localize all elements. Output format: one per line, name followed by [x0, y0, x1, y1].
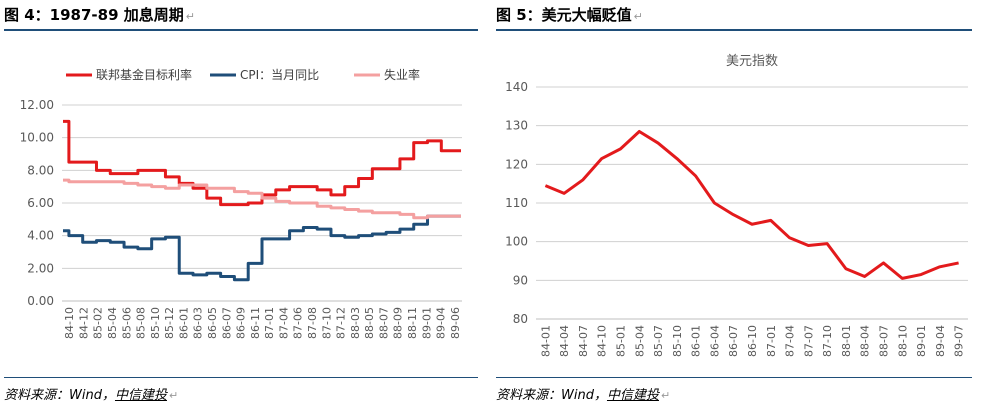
return-mark: ↵ — [168, 389, 179, 402]
x-tick-label: 85-12 — [163, 307, 176, 339]
left-top-rule — [4, 29, 478, 31]
x-tick-label: 85-08 — [135, 307, 148, 339]
x-tick-label: 89-07 — [953, 325, 966, 357]
x-tick-label: 86-04 — [708, 325, 721, 357]
x-tick-label: 87-08 — [306, 307, 319, 339]
y-tick-label: 8.00 — [27, 163, 54, 177]
x-tick-label: 86-01 — [177, 307, 190, 339]
x-tick-label: 86-11 — [249, 307, 262, 339]
right-top-rule — [496, 29, 972, 31]
x-tick-label: 87-04 — [784, 325, 797, 357]
series-line-2 — [63, 214, 461, 282]
y-tick-label: 110 — [505, 196, 528, 210]
x-tick-label: 89-04 — [435, 307, 448, 339]
x-tick-label: 87-04 — [277, 307, 290, 339]
x-tick-label: 88-07 — [877, 325, 890, 357]
x-tick-label: 84-12 — [77, 307, 90, 339]
x-tick-label: 84-07 — [577, 325, 590, 357]
x-tick-label: 84-01 — [539, 325, 552, 357]
x-tick-label: 88-09 — [392, 307, 405, 339]
y-tick-label: 12.00 — [20, 98, 54, 112]
x-tick-label: 85-01 — [615, 325, 628, 357]
x-tick-label: 87-12 — [335, 307, 348, 339]
x-tick-label: 87-01 — [765, 325, 778, 357]
legend-label: 联邦基金目标利率 — [96, 67, 192, 82]
left-bottom-rule — [4, 377, 478, 378]
x-tick-label: 86-07 — [727, 325, 740, 357]
x-tick-label: 85-06 — [120, 307, 133, 339]
series-line-1 — [544, 129, 959, 280]
x-tick-label: 85-02 — [92, 307, 105, 339]
y-tick-label: 80 — [513, 312, 528, 326]
x-tick-label: 88-07 — [377, 307, 390, 339]
y-tick-label: 130 — [505, 119, 528, 133]
x-tick-label: 86-05 — [206, 307, 219, 339]
right-line-chart: 80 90 100 110 120 130 140 84-01 84-04 84-07 84-10 8… — [505, 54, 968, 357]
x-tick-label: 88-10 — [896, 325, 909, 357]
y-tick-label: 0.00 — [27, 294, 54, 308]
x-tick-label: 87-01 — [263, 307, 276, 339]
x-tick-label: 84-10 — [596, 325, 609, 357]
return-mark: ↵ — [633, 10, 643, 23]
x-tick-label: 89-06 — [449, 307, 462, 339]
x-tick-label: 85-04 — [106, 307, 119, 339]
x-tick-label: 88-11 — [406, 307, 419, 339]
x-tick-label: 88-04 — [859, 325, 872, 357]
return-mark: ↵ — [185, 10, 195, 23]
x-tick-label: 84-04 — [558, 325, 571, 357]
x-tick-label: 86-07 — [220, 307, 233, 339]
left-line-chart: 0.00 2.00 4.00 6.00 8.00 10.00 12.00 84-10 84-12… — [20, 67, 462, 339]
right-source-brand: 中信建投 — [606, 388, 659, 403]
legend-label: 失业率 — [384, 67, 420, 82]
y-tick-label: 100 — [505, 235, 528, 249]
right-panel-title-text: 图 5：美元大幅贬值 — [496, 6, 632, 24]
x-tick-label: 85-10 — [671, 325, 684, 357]
y-tick-label: 10.00 — [20, 131, 54, 145]
y-tick-label: 6.00 — [27, 196, 54, 210]
x-tick-label: 88-03 — [349, 307, 362, 339]
y-tick-label: 2.00 — [27, 261, 54, 275]
series-line-3 — [63, 178, 461, 220]
x-tick-label: 87-07 — [802, 325, 815, 357]
left-source: 资料来源：Wind，中信建投 ↵ — [4, 384, 178, 403]
x-tick-label: 86-01 — [690, 325, 703, 357]
legend-label: CPI：当月同比 — [240, 68, 319, 82]
x-tick-label: 85-10 — [149, 307, 162, 339]
left-panel-title: 图 4：1987-89 加息周期 ↵ — [4, 4, 195, 25]
y-tick-label: 90 — [513, 273, 528, 287]
left-source-brand: 中信建投 — [114, 388, 167, 403]
x-tick-label: 87-10 — [320, 307, 333, 339]
x-tick-label: 89-01 — [420, 307, 433, 339]
x-tick-label: 89-04 — [934, 325, 947, 357]
y-tick-label: 120 — [505, 157, 528, 171]
x-tick-label: 88-05 — [363, 307, 376, 339]
right-source: 资料来源：Wind，中信建投 ↵ — [496, 384, 670, 403]
left-source-prefix: 资料来源：Wind， — [4, 388, 115, 403]
right-source-prefix: 资料来源：Wind， — [496, 388, 607, 403]
x-tick-label: 85-07 — [652, 325, 665, 357]
x-tick-label: 85-04 — [633, 325, 646, 357]
y-tick-label: 140 — [505, 80, 528, 94]
right-bottom-rule — [496, 377, 972, 378]
chart-title: 美元指数 — [726, 54, 778, 69]
x-tick-label: 87-10 — [821, 325, 834, 357]
x-tick-label: 84-10 — [63, 307, 76, 339]
x-tick-label: 88-01 — [840, 325, 853, 357]
left-panel-title-text: 图 4：1987-89 加息周期 — [4, 6, 184, 24]
x-tick-label: 86-03 — [192, 307, 205, 339]
return-mark: ↵ — [660, 389, 671, 402]
x-tick-label: 89-01 — [915, 325, 928, 357]
y-tick-label: 4.00 — [27, 229, 54, 243]
x-tick-label: 86-09 — [235, 307, 248, 339]
right-panel-title: 图 5：美元大幅贬值 ↵ — [496, 4, 643, 25]
x-tick-label: 87-06 — [292, 307, 305, 339]
x-tick-label: 86-10 — [746, 325, 759, 357]
